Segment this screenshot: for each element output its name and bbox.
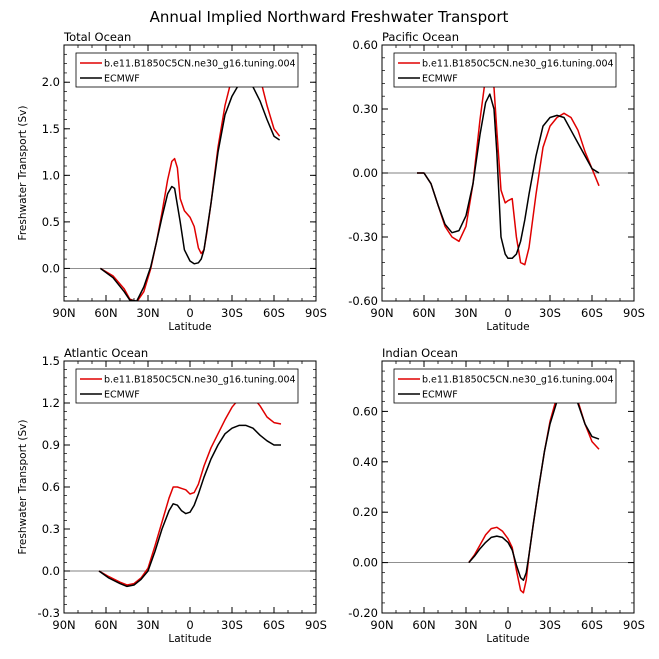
indian-ocean-x-tick-label: 30N [454,618,477,632]
atlantic-ocean-series-model-line [98,393,282,586]
pacific-ocean-x-tick-label: 30S [539,306,561,320]
pacific-ocean-y-tick-label: -0.60 [348,294,378,308]
indian-ocean-x-tick-label: 30S [539,618,561,632]
total-ocean-series-model-line [100,58,281,301]
indian-ocean-legend-box [393,368,617,404]
total-ocean-x-tick-label: 90N [52,306,75,320]
atlantic-ocean-y-tick-label: 1.2 [42,396,60,410]
total-ocean-x-tick-label: 0 [186,306,193,320]
atlantic-ocean-x-tick-label: 90N [52,618,75,632]
atlantic-ocean-x-axis-label: Latitude [168,633,211,645]
total-ocean-legend-box [75,52,299,88]
pacific-ocean-legend: b.e11.B1850C5CN.ne30_g16.tuning.004 ECMWF [393,52,617,88]
indian-ocean-panel: Indian Ocean 90N 60N 30N 0 30S 60S 90S -0.20 0.00… [348,346,645,645]
pacific-ocean-series-model-line [417,67,600,266]
total-ocean-y-tick-label: 2.0 [42,75,60,89]
pacific-ocean-y-tick-label: 0.60 [352,38,378,52]
pacific-ocean-legend-box [393,52,617,88]
pacific-ocean-y-tick-label: 0.00 [352,166,378,180]
pacific-ocean-legend-label-model: b.e11.B1850C5CN.ne30_g16.tuning.004 [422,59,614,70]
atlantic-ocean-x-tick-label: 30N [136,618,159,632]
atlantic-ocean-x-tick-label: 30S [221,618,243,632]
pacific-ocean-y-tick-label: -0.30 [348,230,378,244]
pacific-ocean-x-tick-label: 60N [412,306,435,320]
total-ocean-x-tick-label: 30N [136,306,159,320]
indian-ocean-y-tick-label: 0.60 [352,404,378,418]
atlantic-ocean-x-tick-label: 0 [186,618,193,632]
atlantic-ocean-y-tick-label: 0.9 [42,438,60,452]
indian-ocean-y-tick-label: 0.40 [352,455,378,469]
atlantic-ocean-y-axis-label: Freshwater Transport (Sv) [17,420,29,555]
panels: Total Ocean 90N 60N 30N 0 30S 60S 90S 0.0 0.5 1.0 1… [17,30,645,645]
atlantic-ocean-panel: Atlantic Ocean 90N 60N 30N 0 30S 60S 90S -0.3 0.0… [17,346,327,645]
pacific-ocean-series-ecmwf-line [417,93,600,260]
figure-title: Annual Implied Northward Freshwater Tran… [150,8,509,26]
total-ocean-x-tick-label: 30S [221,306,243,320]
indian-ocean-x-tick-label: 90S [623,618,645,632]
total-ocean-y-tick-label: 1.0 [42,168,60,182]
indian-ocean-legend: b.e11.B1850C5CN.ne30_g16.tuning.004 ECMWF [393,368,617,404]
total-ocean-series-ecmwf-line [99,79,281,301]
total-ocean-panel: Total Ocean 90N 60N 30N 0 30S 60S 90S 0.0 0.5 1.0 1… [17,30,327,333]
atlantic-ocean-y-tick-label: 0.6 [42,480,60,494]
indian-ocean-y-tick-label: 0.20 [352,505,378,519]
atlantic-ocean-y-tick-label: -0.3 [38,606,60,620]
indian-ocean-series-ecmwf-line [468,385,600,581]
pacific-ocean-x-tick-label: 90N [370,306,393,320]
indian-ocean-x-tick-label: 90N [370,618,393,632]
atlantic-ocean-x-tick-label: 90S [305,618,327,632]
total-ocean-x-axis-label: Latitude [168,321,211,333]
total-ocean-legend: b.e11.B1850C5CN.ne30_g16.tuning.004 ECMWF [75,52,299,88]
pacific-ocean-x-tick-label: 0 [504,306,511,320]
indian-ocean-y-tick-label: 0.00 [352,556,378,570]
indian-ocean-x-tick-label: 0 [504,618,511,632]
total-ocean-x-tick-label: 60S [263,306,285,320]
pacific-ocean-y-tick-label: 0.30 [352,102,378,116]
pacific-ocean-panel: Pacific Ocean 90N 60N 30N 0 30S 60S 90S -0.60 -0.… [348,30,645,333]
total-ocean-y-tick-label: 1.5 [42,122,60,136]
atlantic-ocean-x-tick-label: 60N [94,618,117,632]
atlantic-ocean-y-tick-label: 1.5 [42,354,60,368]
total-ocean-y-tick-label: 0.0 [42,261,60,275]
pacific-ocean-x-tick-label: 90S [623,306,645,320]
total-ocean-legend-label-ecmwf: ECMWF [104,74,140,85]
pacific-ocean-title: Pacific Ocean [382,30,459,44]
atlantic-ocean-legend-box [75,368,299,404]
atlantic-ocean-legend-label-ecmwf: ECMWF [104,390,140,401]
indian-ocean-y-tick-label: -0.20 [348,606,378,620]
total-ocean-x-tick-label: 60N [94,306,117,320]
total-ocean-title: Total Ocean [63,30,131,44]
atlantic-ocean-title: Atlantic Ocean [64,346,148,360]
total-ocean-x-tick-label: 90S [305,306,327,320]
indian-ocean-series-model-line [468,377,600,594]
atlantic-ocean-x-tick-label: 60S [263,618,285,632]
indian-ocean-legend-label-model: b.e11.B1850C5CN.ne30_g16.tuning.004 [422,375,614,386]
atlantic-ocean-y-tick-label: 0.3 [42,522,60,536]
pacific-ocean-x-axis-label: Latitude [486,321,529,333]
pacific-ocean-x-tick-label: 60S [581,306,603,320]
atlantic-ocean-series-ecmwf-line [98,424,281,588]
indian-ocean-x-tick-label: 60S [581,618,603,632]
indian-ocean-title: Indian Ocean [382,346,458,360]
indian-ocean-legend-label-ecmwf: ECMWF [422,390,458,401]
indian-ocean-x-axis-label: Latitude [486,633,529,645]
total-ocean-y-axis-label: Freshwater Transport (Sv) [17,106,29,241]
total-ocean-y-tick-label: 0.5 [42,215,60,229]
pacific-ocean-x-tick-label: 30N [454,306,477,320]
atlantic-ocean-legend: b.e11.B1850C5CN.ne30_g16.tuning.004 ECMWF [75,368,299,404]
pacific-ocean-legend-label-ecmwf: ECMWF [422,74,458,85]
atlantic-ocean-legend-label-model: b.e11.B1850C5CN.ne30_g16.tuning.004 [104,375,296,386]
atlantic-ocean-y-tick-label: 0.0 [42,564,60,578]
total-ocean-legend-label-model: b.e11.B1850C5CN.ne30_g16.tuning.004 [104,59,296,70]
indian-ocean-x-tick-label: 60N [412,618,435,632]
